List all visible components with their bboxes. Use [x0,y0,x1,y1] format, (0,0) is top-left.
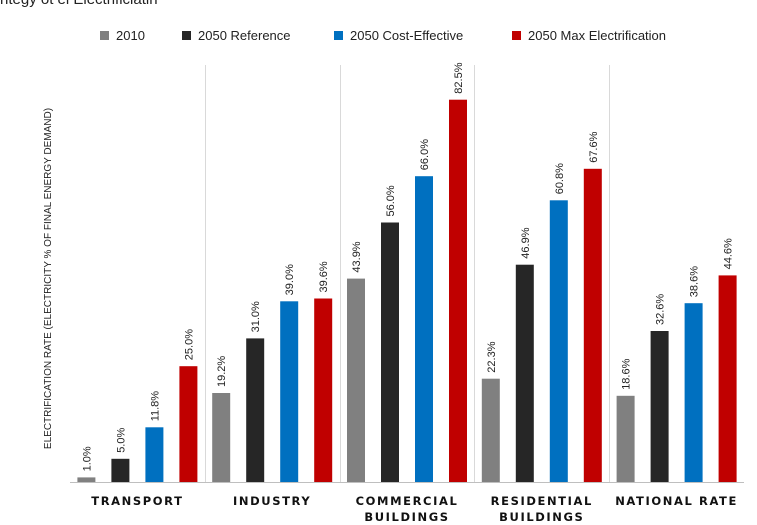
bar-residential-buildings-2010 [481,378,500,482]
data-label-residential-buildings-2010: 22.3% [486,341,498,372]
legend-item-2050-cost-effective: 2050 Cost-Effective [334,25,463,45]
legend-item-2050-reference: 2050 Reference [182,25,291,45]
bar-industry-2050-reference [246,338,265,482]
legend-swatch-2010 [100,30,109,40]
data-label-transport-2050-max-electrification: 25.0% [183,329,195,360]
bar-national-rate-2010 [616,395,635,482]
chart-legend: 2010 2050 Reference 2050 Cost-Effective … [0,25,757,45]
x-tick-label-residential-buildings: RESIDENTIAL [491,494,593,508]
legend-swatch-2050-cost-effective [334,30,343,40]
data-label-transport-2050-cost-effective: 11.8% [149,391,161,422]
legend-item-2010: 2010 [100,25,145,45]
data-label-commercial-buildings-2050-reference: 56.0% [385,185,397,216]
x-tick-label-commercial-buildings: BUILDINGS [364,510,449,524]
bar-transport-2050-max-electrification [179,366,198,482]
data-label-residential-buildings-2050-reference: 46.9% [520,227,532,258]
bar-national-rate-2050-reference [650,331,669,482]
data-label-industry-2010: 19.2% [216,356,228,387]
bar-commercial-buildings-2050-cost-effective [415,176,433,482]
bar-industry-2050-max-electrification [314,298,333,482]
bar-national-rate-2050-max-electrification [718,275,737,482]
bar-residential-buildings-2050-cost-effective [549,200,568,483]
bar-transport-2050-reference [111,458,130,482]
data-label-national-rate-2050-max-electrification: 44.6% [723,238,735,269]
bar-industry-2050-cost-effective [280,301,299,482]
data-label-residential-buildings-2050-cost-effective: 60.8% [554,163,566,194]
bar-commercial-buildings-2050-reference [381,222,399,482]
legend-label-2010: 2010 [116,27,145,43]
data-label-industry-2050-reference: 31.0% [250,301,262,332]
bar-transport-2050-cost-effective [145,427,164,482]
bar-residential-buildings-2050-reference [515,264,534,482]
data-labels: 1.0% 5.0% 11.8% 25.0% 19.2% 31.0% 39.0% 39.6% 43… [81,62,734,471]
data-label-commercial-buildings-2010: 43.9% [351,241,363,272]
x-tick-label-national-rate: NATIONAL RATE [615,494,738,508]
bar-residential-buildings-2050-max-electrification [583,168,602,483]
data-label-national-rate-2050-reference: 32.6% [655,294,667,325]
x-tick-label-residential-buildings: BUILDINGS [499,510,584,524]
legend-label-2050-reference: 2050 Reference [198,27,291,43]
data-label-commercial-buildings-2050-max-electrification: 82.5% [453,62,465,93]
category-separators [205,65,610,482]
x-axis-tick-labels: TRANSPORT INDUSTRY COMMERCIAL BUILDINGS RESI… [91,494,738,524]
data-label-transport-2010: 1.0% [81,446,93,471]
legend-label-2050-cost-effective: 2050 Cost-Effective [350,27,464,43]
x-tick-label-commercial-buildings: COMMERCIAL [356,494,459,508]
legend-swatch-2050-reference [182,30,191,40]
top-caption: ntegy ot el Electrificiatin [0,0,158,8]
data-label-residential-buildings-2050-max-electrification: 67.6% [588,131,600,162]
bar-industry-2010 [212,393,231,482]
legend-swatch-2050-max-electrification [512,30,521,40]
legend-label-2050-max-electrification: 2050 Max Electrification [528,27,667,43]
data-label-transport-2050-reference: 5.0% [115,428,127,453]
data-label-industry-2050-cost-effective: 39.0% [284,264,296,295]
x-tick-label-industry: INDUSTRY [233,494,311,508]
legend-item-2050-max-electrification: 2050 Max Electrification [512,25,666,45]
data-label-national-rate-2050-cost-effective: 38.6% [689,266,701,297]
bar-transport-2010 [77,477,96,482]
bars [77,99,737,483]
x-tick-label-transport: TRANSPORT [91,494,183,508]
data-label-national-rate-2010: 18.6% [621,358,633,389]
bar-commercial-buildings-2010 [347,278,365,482]
bar-national-rate-2050-cost-effective [684,303,703,482]
bar-commercial-buildings-2050-max-electrification [449,99,467,482]
y-axis-title: ELECTRIFICATION RATE (ELECTRICITY % OF F… [43,108,54,449]
data-label-industry-2050-max-electrification: 39.6% [318,261,330,292]
data-label-commercial-buildings-2050-cost-effective: 66.0% [419,139,431,170]
